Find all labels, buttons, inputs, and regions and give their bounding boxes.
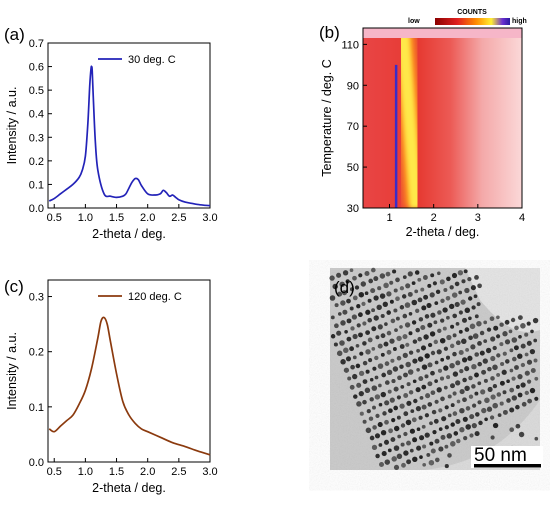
colorbar-strip bbox=[363, 28, 522, 38]
colorbar-low: low bbox=[408, 18, 420, 25]
y-tick-label: 0.3 bbox=[29, 132, 44, 144]
panel-c: (c) 0.5 1.0 1.5 2.0 2.5 3.0 0.0 0.1 0.2 0.3 2-thet… bbox=[0, 260, 270, 501]
y-tick-label: 0.5 bbox=[29, 85, 44, 97]
scalebar bbox=[474, 464, 541, 468]
plot-frame bbox=[47, 279, 211, 463]
x-tick-label: 1.5 bbox=[109, 212, 124, 224]
panel-d: 50 nm (d) bbox=[275, 260, 550, 501]
x-tick-label: 3.0 bbox=[202, 212, 217, 224]
y-tick-label: 50 bbox=[347, 162, 359, 174]
panel-b: (b) low high COUNTS 1 2 3 4 30 50 70 90 110 2-theta … bbox=[275, 0, 550, 252]
y-tick-label: 0.1 bbox=[29, 179, 44, 191]
y-tick-label: 0.3 bbox=[29, 292, 44, 304]
y-tick-label: 0.0 bbox=[29, 203, 44, 215]
chart-b: (b) low high COUNTS 1 2 3 4 30 50 70 90 110 2-theta … bbox=[319, 9, 527, 239]
y-tick-label: 0.4 bbox=[29, 109, 44, 121]
chart-a: (a) 0.5 1.0 1.5 2.0 2.5 3.0 0.0 0.1 0.2 0.3 0.4 0.5… bbox=[4, 25, 218, 241]
x-tick-label: 1 bbox=[386, 212, 392, 224]
heatmap-background bbox=[363, 28, 522, 208]
panel-a-label: (a) bbox=[4, 25, 25, 44]
y-axis-label: Temperature / deg. C bbox=[320, 59, 334, 176]
x-axis-label: 2-theta / deg. bbox=[92, 227, 166, 241]
ridge-broad bbox=[396, 28, 422, 208]
y-tick-label: 110 bbox=[341, 39, 359, 51]
y-tick-label: 70 bbox=[347, 121, 359, 133]
x-tick-label: 2.5 bbox=[171, 212, 186, 224]
y-tick-label: 0.0 bbox=[29, 457, 44, 469]
x-axis-label: 2-theta / deg. bbox=[92, 481, 166, 495]
x-tick-label: 0.5 bbox=[47, 212, 62, 224]
x-tick-label: 2.0 bbox=[140, 212, 155, 224]
y-tick-label: 30 bbox=[347, 203, 359, 215]
x-tick-label: 3.0 bbox=[202, 466, 217, 478]
tem-grain bbox=[330, 268, 540, 470]
x-tick-label: 0.5 bbox=[47, 466, 62, 478]
x-tick-label: 2 bbox=[431, 212, 437, 224]
scalebar-box bbox=[471, 446, 543, 468]
y-axis-label: Intensity / a.u. bbox=[5, 87, 19, 165]
plot-frame bbox=[47, 42, 211, 209]
y-tick-label: 0.1 bbox=[29, 402, 44, 414]
panel-a: (a) 0.5 1.0 1.5 2.0 2.5 3.0 0.0 0.1 0.2 0.3 0.4 0.5… bbox=[0, 0, 270, 252]
x-tick-label: 2.5 bbox=[171, 466, 186, 478]
legend-label: 30 deg. C bbox=[128, 54, 176, 66]
y-tick-label: 0.7 bbox=[29, 38, 44, 50]
panel-b-label: (b) bbox=[319, 23, 340, 42]
x-tick-label: 1.5 bbox=[109, 466, 124, 478]
colorbar-title: COUNTS bbox=[457, 9, 487, 16]
x-tick-label: 1.0 bbox=[78, 212, 93, 224]
y-tick-label: 0.2 bbox=[29, 347, 44, 359]
series-line bbox=[48, 65, 211, 207]
legend-label: 120 deg. C bbox=[128, 291, 182, 303]
y-tick-label: 0.6 bbox=[29, 62, 44, 74]
x-tick-label: 4 bbox=[519, 212, 525, 224]
x-tick-label: 1.0 bbox=[78, 466, 93, 478]
plot-frame bbox=[362, 27, 523, 209]
y-tick-label: 90 bbox=[347, 80, 359, 92]
y-tick-label: 0.2 bbox=[29, 156, 44, 168]
panel-d-label: (d) bbox=[334, 278, 355, 297]
x-tick-label: 2.0 bbox=[140, 466, 155, 478]
colorbar-high: high bbox=[512, 18, 527, 25]
x-axis-label: 2-theta / deg. bbox=[406, 225, 480, 239]
x-tick-label: 3 bbox=[475, 212, 481, 224]
y-axis-label: Intensity / a.u. bbox=[5, 332, 19, 410]
series-line bbox=[48, 316, 211, 456]
scalebar-label: 50 nm bbox=[474, 445, 527, 466]
tem-image: 50 nm (d) bbox=[329, 267, 543, 470]
colorbar bbox=[435, 18, 510, 25]
panel-c-label: (c) bbox=[4, 277, 24, 296]
chart-c: (c) 0.5 1.0 1.5 2.0 2.5 3.0 0.0 0.1 0.2 0.3 2-thet… bbox=[4, 277, 218, 495]
heatmap-ridges bbox=[391, 28, 456, 208]
